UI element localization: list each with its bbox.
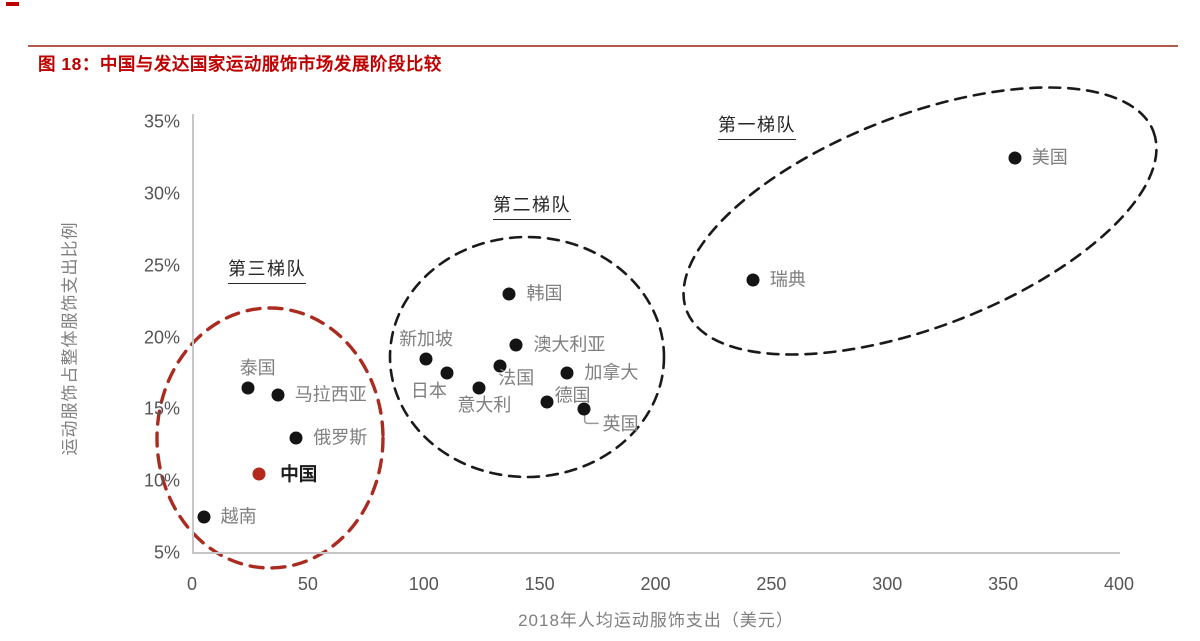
x-axis-title: 2018年人均运动服饰支出（美元） xyxy=(518,611,794,630)
data-point xyxy=(502,287,516,301)
data-point xyxy=(540,395,554,409)
y-tick: 30% xyxy=(143,183,180,204)
data-point xyxy=(440,366,454,380)
data-point-label: 德国 xyxy=(554,385,591,406)
y-tick: 20% xyxy=(143,327,180,347)
y-tick: 35% xyxy=(143,111,180,132)
uk-leader-line xyxy=(583,412,599,425)
data-point-label: 澳大利亚 xyxy=(533,334,606,355)
data-point-label: 美国 xyxy=(1031,147,1068,168)
data-point-label: 瑞典 xyxy=(769,269,806,290)
x-tick: 0 xyxy=(186,574,198,594)
data-point xyxy=(419,352,433,366)
tier-2-label: 第二梯队 xyxy=(493,191,571,220)
data-point-label: 法国 xyxy=(498,368,535,389)
y-tick: 15% xyxy=(143,398,180,419)
data-point xyxy=(241,381,255,395)
data-point-label: 马拉西亚 xyxy=(294,384,367,405)
data-point xyxy=(1008,151,1022,165)
data-point-label: 新加坡 xyxy=(399,329,454,350)
data-point xyxy=(493,359,507,373)
y-tick: 25% xyxy=(143,255,180,276)
page-corner-mark xyxy=(6,2,19,6)
data-point xyxy=(271,388,285,402)
x-tick: 350 xyxy=(988,574,1019,594)
data-point-label: 俄罗斯 xyxy=(313,427,368,448)
tier-1-label: 第一梯队 xyxy=(718,111,796,140)
tier-1-ellipse xyxy=(682,86,1158,356)
data-point xyxy=(252,467,266,481)
y-tick: 5% xyxy=(153,542,180,563)
tier-2-ellipse xyxy=(388,235,666,479)
x-tick: 100 xyxy=(408,574,439,594)
y-axis xyxy=(192,114,194,553)
data-point-label: 英国 xyxy=(602,414,639,435)
x-tick: 300 xyxy=(872,574,903,594)
x-tick: 250 xyxy=(756,574,787,594)
data-point-label: 意大利 xyxy=(457,394,512,415)
x-tick: 150 xyxy=(524,574,555,594)
data-point xyxy=(577,402,591,416)
x-tick: 400 xyxy=(1103,574,1135,594)
tier-3-ellipse xyxy=(155,306,385,570)
x-tick: 200 xyxy=(640,574,671,594)
data-point xyxy=(509,338,523,352)
y-axis-title: 运动服饰占整体服饰支出比例 xyxy=(60,221,80,456)
figure-title: 图 18：中国与发达国家运动服饰市场发展阶段比较 xyxy=(38,54,442,74)
data-point xyxy=(197,510,211,524)
data-point-label: 泰国 xyxy=(239,357,276,378)
y-tick: 10% xyxy=(143,470,180,491)
data-point-label: 加拿大 xyxy=(584,362,639,383)
tier-3-label: 第三梯队 xyxy=(228,255,306,284)
data-point xyxy=(289,431,303,445)
data-point-label: 中国 xyxy=(280,463,318,485)
data-point xyxy=(560,366,574,380)
data-point xyxy=(472,381,486,395)
title-rule xyxy=(28,45,1178,47)
data-point-label: 越南 xyxy=(220,506,257,527)
x-tick: 50 xyxy=(297,574,318,594)
data-point-label: 韩国 xyxy=(526,283,563,304)
data-point-label: 日本 xyxy=(410,381,447,402)
x-axis xyxy=(192,552,1120,554)
data-point xyxy=(746,273,760,287)
